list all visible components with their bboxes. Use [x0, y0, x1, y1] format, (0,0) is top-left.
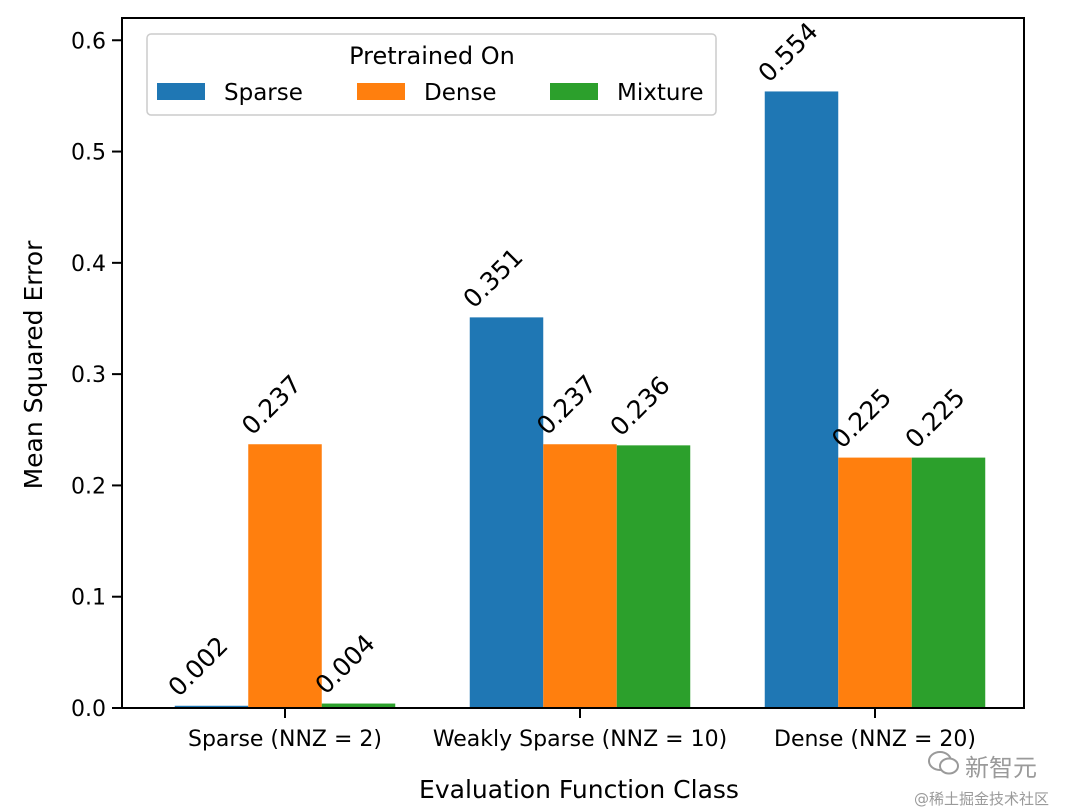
watermark-sub: @稀土掘金技术社区	[914, 790, 1050, 808]
legend-swatch-dense	[357, 83, 405, 100]
bar-value-label: 0.236	[604, 370, 675, 441]
wechat-icon	[928, 750, 960, 776]
y-tick-label: 0.0	[71, 697, 106, 722]
bar-mixture	[911, 457, 986, 708]
bars-layer	[174, 91, 986, 709]
y-tick-label: 0.4	[71, 252, 106, 277]
bar-value-label: 0.225	[899, 383, 970, 454]
legend-label-sparse: Sparse	[224, 80, 303, 106]
bar-sparse	[174, 705, 249, 708]
bar-value-label: 0.351	[457, 242, 528, 313]
legend-label-mixture: Mixture	[617, 80, 704, 106]
legend-swatch-mixture	[550, 83, 598, 100]
y-axis: 0.0 0.1 0.2 0.3 0.4 0.5 0.6	[71, 29, 122, 722]
legend-label-dense: Dense	[424, 80, 497, 106]
y-tick-label: 0.1	[71, 586, 106, 611]
y-axis-label: Mean Squared Error	[19, 240, 48, 490]
x-axis: Sparse (NNZ = 2) Weakly Sparse (NNZ = 10)…	[188, 708, 976, 752]
legend-title: Pretrained On	[349, 42, 515, 70]
watermark-brand: 新智元	[965, 754, 1037, 782]
bar-mixture	[616, 445, 691, 708]
y-tick-label: 0.2	[71, 474, 106, 499]
x-tick-label: Dense (NNZ = 20)	[774, 727, 976, 752]
bar-value-label: 0.002	[162, 631, 233, 702]
bar-mixture	[321, 703, 396, 708]
y-tick-label: 0.6	[71, 29, 106, 54]
legend: Pretrained On Sparse Dense Mixture	[146, 33, 717, 116]
bar-value-label: 0.237	[236, 369, 307, 440]
bar-sparse	[469, 317, 544, 708]
x-tick-label: Weakly Sparse (NNZ = 10)	[433, 727, 727, 752]
y-tick-label: 0.5	[71, 141, 106, 166]
plot-frame	[121, 17, 1025, 709]
legend-swatch-sparse	[157, 83, 205, 100]
bar-sparse	[764, 91, 839, 709]
bar-dense	[543, 444, 617, 708]
bar-value-label: 0.554	[752, 17, 823, 88]
x-tick-label: Sparse (NNZ = 2)	[188, 727, 382, 752]
x-axis-label: Evaluation Function Class	[419, 775, 739, 804]
y-tick-label: 0.3	[71, 363, 106, 388]
bar-dense	[838, 457, 912, 708]
bar-dense	[248, 444, 322, 708]
